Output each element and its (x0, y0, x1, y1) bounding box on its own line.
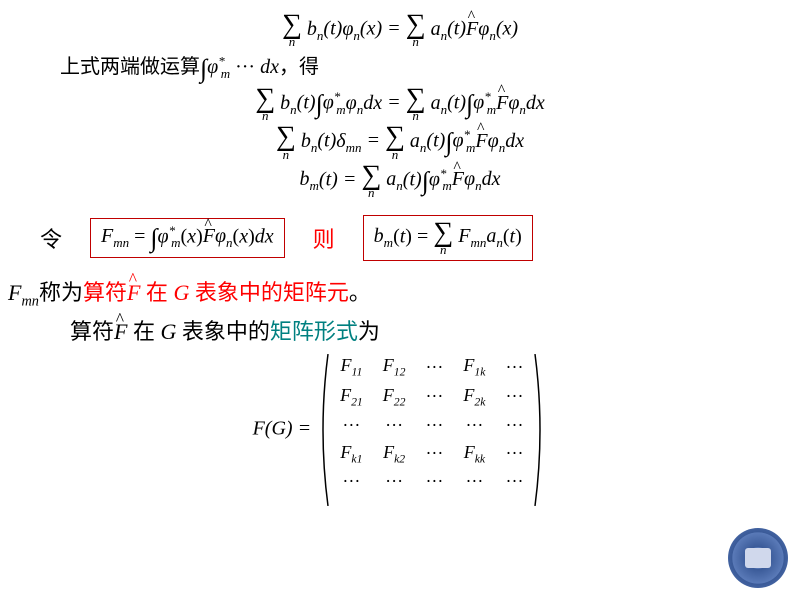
matrix-cell: F1k (453, 352, 495, 382)
matrix-cell: ··· (415, 439, 453, 469)
matrix-cell: Fk2 (373, 439, 416, 469)
equation-1: ∑n bn(t)φn(x) = ∑n an(t)Fφn(x) (0, 12, 800, 48)
matrix-cell: F22 (373, 382, 416, 412)
matrix-cell: ··· (453, 468, 495, 495)
matrix-cell: F2k (453, 382, 495, 412)
left-paren-icon (316, 352, 330, 508)
text-operation-line: 上式两端做运算∫φ*m ··· dx，得 (0, 50, 800, 84)
university-logo-icon (728, 528, 788, 588)
matrix-cell: ··· (373, 468, 416, 495)
text-matrix-element: Fmn称为算符F 在 G 表象中的矩阵元。 (0, 275, 800, 310)
text-matrix-form: 算符F 在 G 表象中的矩阵形式为 (0, 314, 800, 346)
matrix-cell: Fkk (453, 439, 495, 469)
equation-5: bm(t) = ∑n an(t)∫φ*mFφndx (0, 163, 800, 199)
matrix-cell: ··· (415, 412, 453, 439)
equation-4: ∑n bn(t)δmn = ∑n an(t)∫φ*mFφndx (0, 124, 800, 160)
matrix-cell: ··· (373, 412, 416, 439)
matrix-cell: ··· (453, 412, 495, 439)
box-fmn-definition: Fmn = ∫φ*m(x)Fφn(x)dx (90, 218, 285, 259)
box-bm-expansion: bm(t) = ∑n Fmnan(t) (363, 215, 533, 261)
matrix-cell: ··· (495, 352, 533, 382)
matrix-cell: ··· (415, 468, 453, 495)
matrix-cell: ··· (495, 382, 533, 412)
matrix-cell: ··· (495, 412, 533, 439)
matrix-cell: ··· (415, 352, 453, 382)
definition-line: 令 Fmn = ∫φ*m(x)Fφn(x)dx 则 bm(t) = ∑n Fmn… (0, 215, 800, 261)
matrix-cell: ··· (330, 412, 373, 439)
matrix-cell: F21 (330, 382, 373, 412)
right-paren-icon (533, 352, 547, 508)
matrix-cell: F12 (373, 352, 416, 382)
matrix-cell: ··· (330, 468, 373, 495)
matrix-cell: ··· (495, 439, 533, 469)
matrix-cell: ··· (415, 382, 453, 412)
matrix-equation: F(G) = F11F12···F1k···F21F22···F2k······… (0, 352, 800, 508)
matrix-cell: F11 (330, 352, 373, 382)
matrix-cell: ··· (495, 468, 533, 495)
matrix-cell: Fk1 (330, 439, 373, 469)
equation-3: ∑n bn(t)∫φ*mφndx = ∑n an(t)∫φ*mFφndx (0, 86, 800, 122)
